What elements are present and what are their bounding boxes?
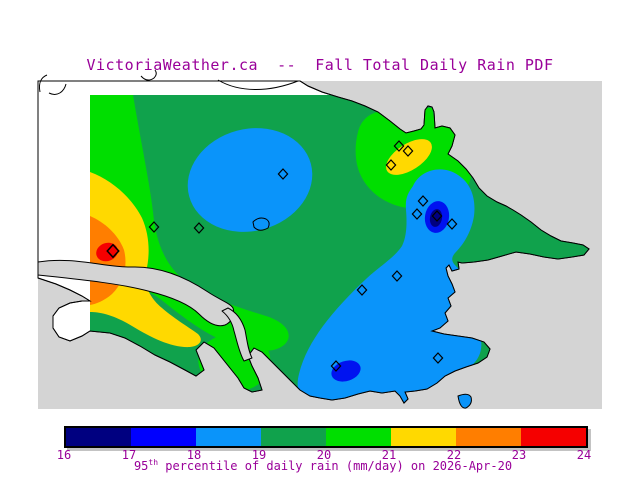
colorbar — [64, 426, 588, 448]
station-marker — [148, 221, 160, 233]
colorbar-tick-18: 18 — [186, 448, 202, 462]
colorbar-tick-20: 20 — [316, 448, 332, 462]
colorbar-tick-16: 16 — [56, 448, 72, 462]
coast-arc-offshore — [217, 79, 299, 90]
station-marker — [330, 360, 342, 372]
colorbar-caption: 95th percentile of daily rain (mm/day) o… — [0, 458, 640, 473]
station-marker — [411, 208, 423, 220]
colorbar-tick-17: 17 — [121, 448, 137, 462]
station-marker — [277, 168, 289, 180]
station-marker — [385, 159, 397, 171]
coast-arc-title-swash — [140, 69, 157, 81]
station-markers — [106, 140, 458, 372]
caption-text: percentile of daily rain (mm/day) on 202… — [158, 459, 513, 473]
colorbar-tick-19: 19 — [251, 448, 267, 462]
harbour-arm — [221, 307, 253, 362]
lake-outline — [252, 217, 270, 231]
colorbar-segment-19-20 — [261, 428, 326, 446]
colorbar-ticks: 16 17 18 19 20 21 22 23 24 — [57, 448, 591, 462]
station-marker — [356, 284, 368, 296]
caption-value: 95 — [133, 459, 149, 473]
colorbar-segment-23-24 — [521, 428, 586, 446]
islet-south — [457, 393, 472, 409]
contour-17-18-south — [331, 360, 361, 382]
colorbar-segment-22-23 — [456, 428, 521, 446]
colorbar-segment-16-17 — [66, 428, 131, 446]
station-marker-red — [106, 243, 120, 259]
colorbar-segment-21-22 — [391, 428, 456, 446]
coast-arc-northwest-2 — [48, 83, 67, 95]
station-marker — [417, 195, 429, 207]
colorbar-tick-21: 21 — [381, 448, 397, 462]
station-marker — [432, 352, 444, 364]
station-marker — [193, 222, 205, 234]
station-marker — [393, 140, 405, 152]
coast-arc-northwest-1 — [39, 74, 48, 93]
colorbar-tick-23: 23 — [511, 448, 527, 462]
colorbar-tick-22: 22 — [446, 448, 462, 462]
colorbar-tick-24: 24 — [576, 448, 592, 462]
contour-21-22-northeast — [386, 139, 432, 175]
station-marker — [402, 145, 414, 157]
colorbar-segment-17-18 — [131, 428, 196, 446]
caption-superscript: th — [148, 458, 159, 467]
colorbar-segment-18-19 — [196, 428, 261, 446]
station-marker — [391, 270, 403, 282]
station-marker — [446, 218, 458, 230]
colorbar-segment-20-21 — [326, 428, 391, 446]
contour-18-19-upper — [187, 128, 313, 232]
plot-title: VictoriaWeather.ca -- Fall Total Daily R… — [86, 56, 554, 74]
station-marker — [431, 210, 443, 222]
contour-21-22-west — [90, 172, 201, 348]
